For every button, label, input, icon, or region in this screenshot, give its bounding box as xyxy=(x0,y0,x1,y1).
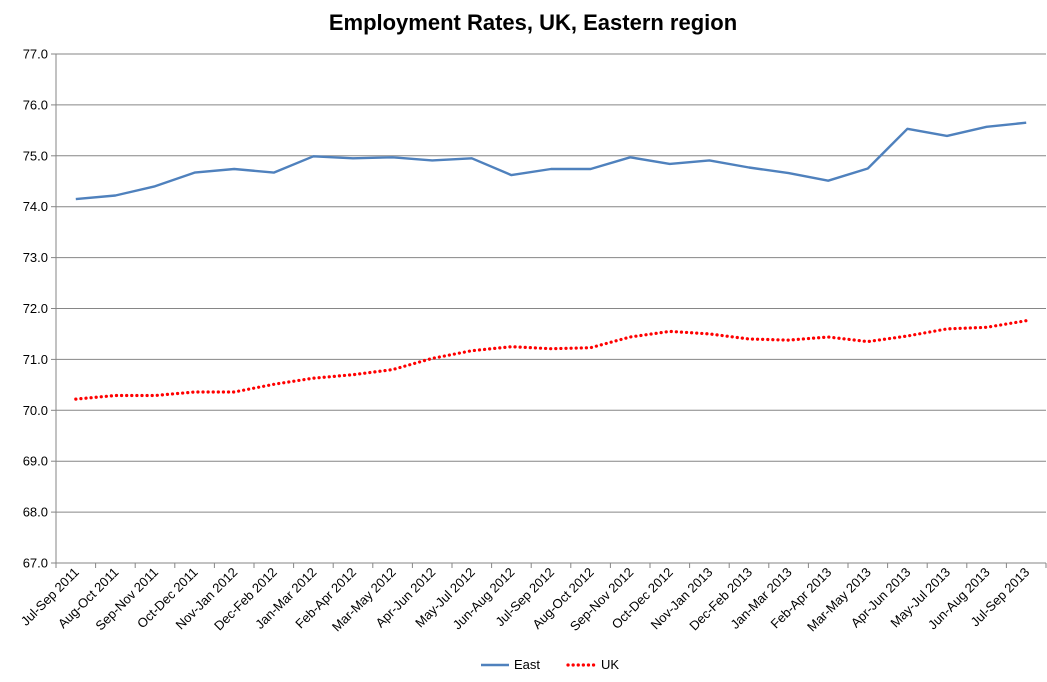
y-tick-label: 68.0 xyxy=(23,505,48,520)
legend-label-east: East xyxy=(514,657,540,672)
y-tick-label: 76.0 xyxy=(23,97,48,112)
y-tick-label: 71.0 xyxy=(23,352,48,367)
series-line-east xyxy=(76,123,1026,199)
y-tick-label: 74.0 xyxy=(23,199,48,214)
series-lines xyxy=(76,123,1026,399)
gridlines xyxy=(51,54,1046,563)
chart-title: Employment Rates, UK, Eastern region xyxy=(329,10,737,35)
y-tick-label: 70.0 xyxy=(23,403,48,418)
legend-label-uk: UK xyxy=(601,657,619,672)
legend: East UK xyxy=(481,657,619,672)
y-axis-tick-labels: 67.0 68.0 69.0 70.0 71.0 72.0 73.0 74.0 75.0 76.0… xyxy=(23,47,48,571)
y-tick-label: 73.0 xyxy=(23,250,48,265)
y-tick-label: 67.0 xyxy=(23,556,48,571)
axes xyxy=(56,54,1046,568)
y-tick-label: 72.0 xyxy=(23,301,48,316)
y-tick-label: 77.0 xyxy=(23,47,48,62)
y-tick-label: 69.0 xyxy=(23,454,48,469)
series-line-uk xyxy=(76,321,1026,399)
y-tick-label: 75.0 xyxy=(23,148,48,163)
